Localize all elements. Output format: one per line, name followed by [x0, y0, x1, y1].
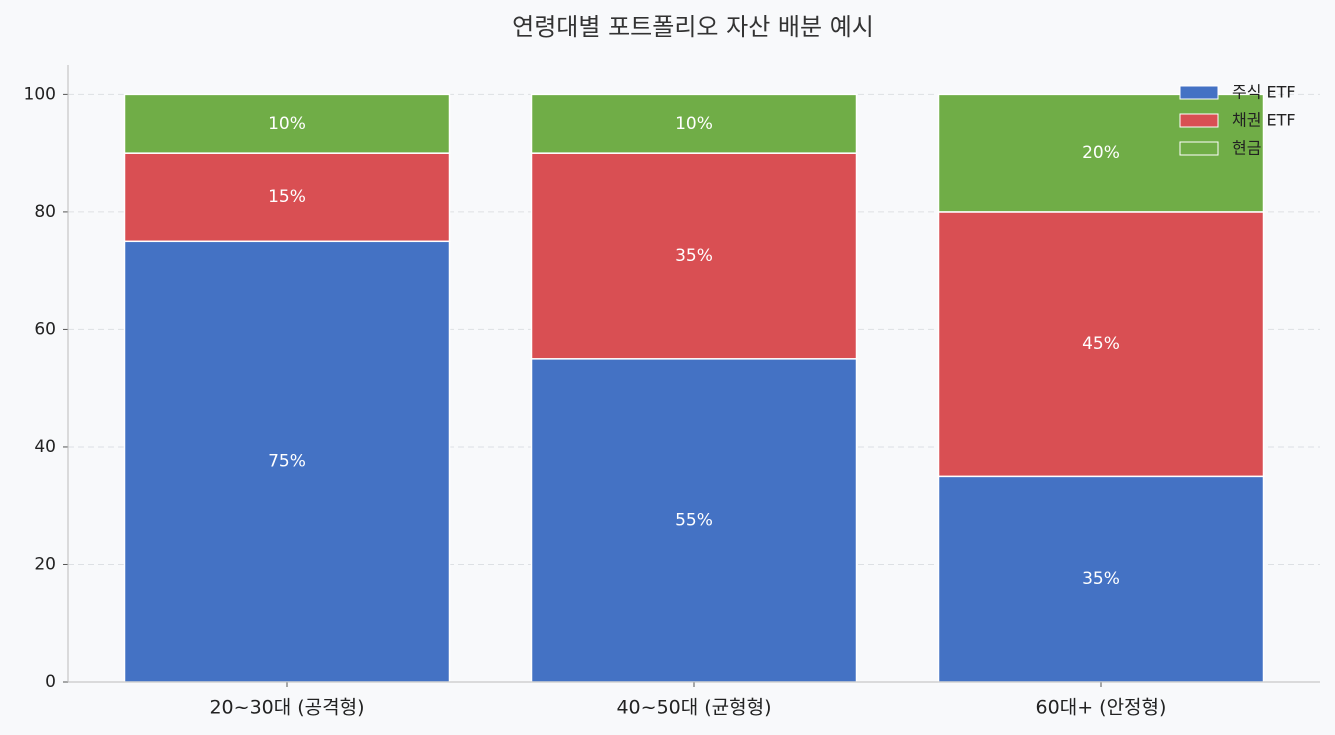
- x-tick-label: 20~30대 (공격형): [209, 697, 364, 719]
- y-tick-label: 80: [34, 202, 56, 222]
- legend-label: 주식 ETF: [1232, 83, 1296, 102]
- y-tick-label: 60: [34, 319, 56, 339]
- bar-segment: [123, 152, 451, 243]
- y-tick-label: 20: [34, 554, 56, 574]
- bar-segment: [530, 152, 858, 360]
- y-tick-label: 40: [34, 437, 56, 457]
- y-tick-label: 100: [24, 84, 56, 104]
- value-label: 20%: [1082, 143, 1120, 163]
- legend-swatch: [1179, 141, 1219, 156]
- bar-segment: [530, 93, 858, 154]
- legend-swatch: [1179, 85, 1219, 100]
- value-label: 55%: [675, 510, 713, 530]
- legend-label: 현금: [1232, 139, 1261, 158]
- value-label: 10%: [268, 114, 306, 134]
- value-label: 10%: [675, 114, 713, 134]
- legend-swatch: [1179, 113, 1219, 128]
- value-label: 75%: [268, 452, 306, 472]
- bar-segment: [530, 358, 858, 683]
- y-tick-label: 0: [45, 672, 56, 692]
- value-label: 45%: [1082, 334, 1120, 354]
- value-label: 35%: [1082, 569, 1120, 589]
- legend-label: 채권 ETF: [1232, 111, 1296, 130]
- x-tick-label: 60대+ (안정형): [1036, 697, 1167, 719]
- value-label: 15%: [268, 187, 306, 207]
- value-label: 35%: [675, 246, 713, 266]
- bar-segment: [123, 240, 451, 683]
- x-tick-label: 40~50대 (균형형): [616, 697, 771, 719]
- bar-segment: [937, 211, 1265, 478]
- chart-title: 연령대별 포트폴리오 자산 배분 예시: [512, 13, 874, 41]
- bar-segment: [123, 93, 451, 154]
